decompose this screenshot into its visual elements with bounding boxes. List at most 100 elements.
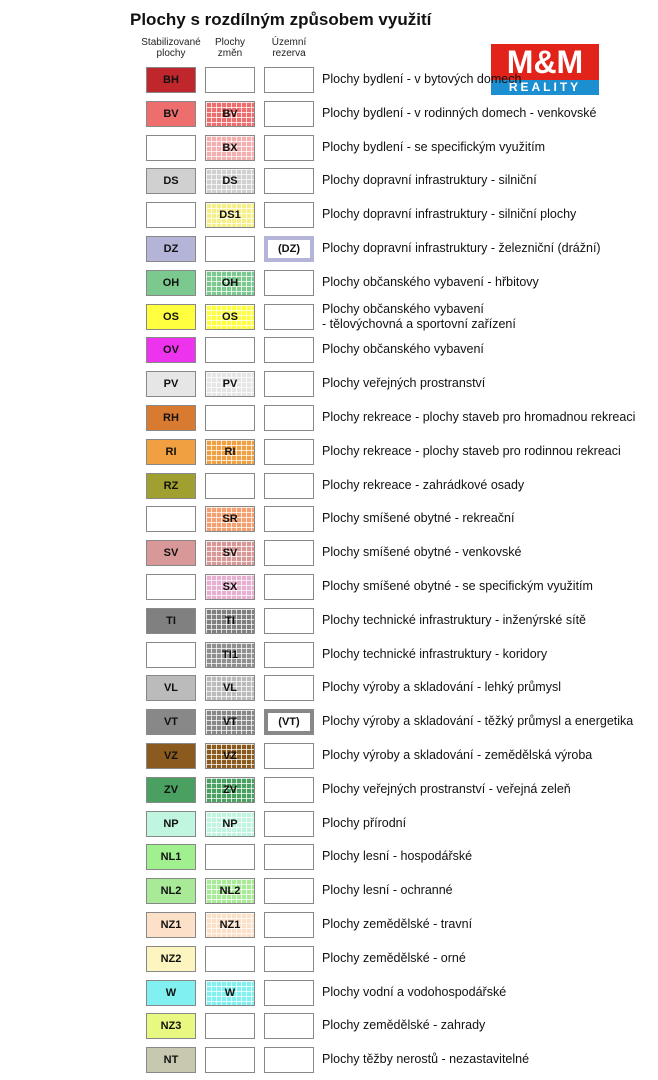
change-box: VZ <box>205 743 255 769</box>
reserve-box <box>264 844 314 871</box>
change-box: RI <box>205 438 255 465</box>
column-header-line: Územní <box>271 37 307 48</box>
change-box: ZV <box>205 776 255 803</box>
row-label: Plochy rekreace - zahrádkové osady <box>322 477 525 492</box>
change-box: DS <box>205 168 255 195</box>
stable-box <box>146 574 196 600</box>
row-label: Plochy výroby a skladování - zemědělská … <box>322 748 593 762</box>
stable-box: TI <box>146 607 196 634</box>
row-label: Plochy smíšené obytné - rekreační <box>322 511 515 526</box>
reserve-box <box>264 607 314 634</box>
reserve-box <box>264 472 314 499</box>
column-header-line: Stabilizované <box>141 37 201 48</box>
change-box: SR <box>205 506 255 533</box>
stable-box: VL <box>146 675 196 702</box>
reserve-box <box>264 675 314 702</box>
row-label: Plochy veřejných prostranství - veřejná … <box>322 781 571 796</box>
row-label: Plochy zemědělské - zahrady <box>322 1018 486 1033</box>
change-box: BV <box>205 100 255 127</box>
row-label: Plochy občanského vybavení - hřbitovy <box>322 274 539 289</box>
row-label: Plochy rekreace - plochy staveb pro rodi… <box>322 443 621 458</box>
reserve-box <box>264 371 314 398</box>
change-box <box>205 337 255 364</box>
change-box: BX <box>205 134 255 161</box>
stable-box: W <box>146 979 196 1006</box>
change-box: TI1 <box>205 641 255 668</box>
logo-mark: M&M <box>491 44 599 80</box>
reserve-box: (DZ) <box>264 236 314 262</box>
column-header: Stabilizované plochy <box>136 37 206 59</box>
change-box: VL <box>205 675 255 702</box>
stable-box: NZ3 <box>146 1013 196 1040</box>
row-label: Plochy lesní - hospodářské <box>322 849 473 864</box>
row-label: Plochy technické infrastruktury - korido… <box>322 646 548 661</box>
stable-box: NL1 <box>146 844 196 871</box>
change-box: DS1 <box>205 202 255 229</box>
stable-box <box>146 506 196 533</box>
row-label: Plochy smíšené obytné - se specifickým v… <box>322 579 593 593</box>
row-label: Plochy smíšené obytné - venkovské <box>322 545 522 560</box>
row-label: Plochy zemědělské - orné <box>322 950 466 965</box>
change-box: W <box>205 979 255 1006</box>
row-label: Plochy dopravní infrastruktury - silničn… <box>322 173 537 188</box>
reserve-box <box>264 134 314 161</box>
reserve-box <box>264 67 314 93</box>
row-label: Plochy veřejných prostranství <box>322 376 486 391</box>
row-label: Plochy zemědělské - travní <box>322 917 473 931</box>
reserve-box <box>264 776 314 803</box>
change-box: NL2 <box>205 878 255 905</box>
stable-box: RI <box>146 438 196 465</box>
reserve-box <box>264 506 314 533</box>
change-box: TI <box>205 607 255 634</box>
column-header: Územní rezerva <box>254 37 324 59</box>
column-header-line: rezerva <box>272 48 306 59</box>
stable-box: NP <box>146 810 196 837</box>
stable-box: OV <box>146 337 196 364</box>
change-box <box>205 1013 255 1040</box>
reserve-box <box>264 574 314 600</box>
stable-box: BV <box>146 100 196 127</box>
stable-box: RZ <box>146 472 196 499</box>
stable-box: PV <box>146 371 196 398</box>
row-label: Plochy výroby a skladování - těžký průmy… <box>322 714 634 729</box>
row-label: Plochy bydlení - v bytových domech <box>322 72 522 86</box>
reserve-box <box>264 912 314 938</box>
row-label: Plochy lesní - ochranné <box>322 883 453 898</box>
row-label-line: - tělovýchovná a sportovní zařízení <box>322 316 516 331</box>
reserve-box <box>264 1047 314 1074</box>
stable-box: NT <box>146 1047 196 1074</box>
row-label: Plochy vodní a vodohospodářské <box>322 984 507 999</box>
reserve-box <box>264 168 314 195</box>
stable-box: NZ1 <box>146 912 196 938</box>
reserve-box <box>264 269 314 296</box>
row-label-line: Plochy občanského vybavení <box>322 301 484 316</box>
stable-box: OS <box>146 303 196 330</box>
change-box <box>205 1047 255 1074</box>
column-header-line: Plochy <box>214 37 245 48</box>
reserve-box <box>264 979 314 1006</box>
reserve-box <box>264 945 314 972</box>
row-label: Plochy bydlení - se specifickým využitím <box>322 139 545 154</box>
reserve-box <box>264 405 314 431</box>
row-label: Plochy bydlení - v rodinných domech - ve… <box>322 105 597 120</box>
change-box: NP <box>205 810 255 837</box>
reserve-box <box>264 303 314 330</box>
change-box: OS <box>205 303 255 330</box>
column-header-line: změn <box>217 48 243 59</box>
stable-box: VZ <box>146 743 196 769</box>
change-box <box>205 236 255 262</box>
stable-box: DZ <box>146 236 196 262</box>
change-box: PV <box>205 371 255 398</box>
reserve-box <box>264 641 314 668</box>
stable-box: SV <box>146 540 196 567</box>
change-box <box>205 945 255 972</box>
reserve-box <box>264 540 314 567</box>
logo-sub: REALITY <box>491 80 599 95</box>
change-box <box>205 67 255 93</box>
change-box: OH <box>205 269 255 296</box>
stable-box: NL2 <box>146 878 196 905</box>
change-box: SV <box>205 540 255 567</box>
reserve-box <box>264 337 314 364</box>
row-label: Plochy občanského vybavení - tělovýchovná… <box>322 302 516 332</box>
